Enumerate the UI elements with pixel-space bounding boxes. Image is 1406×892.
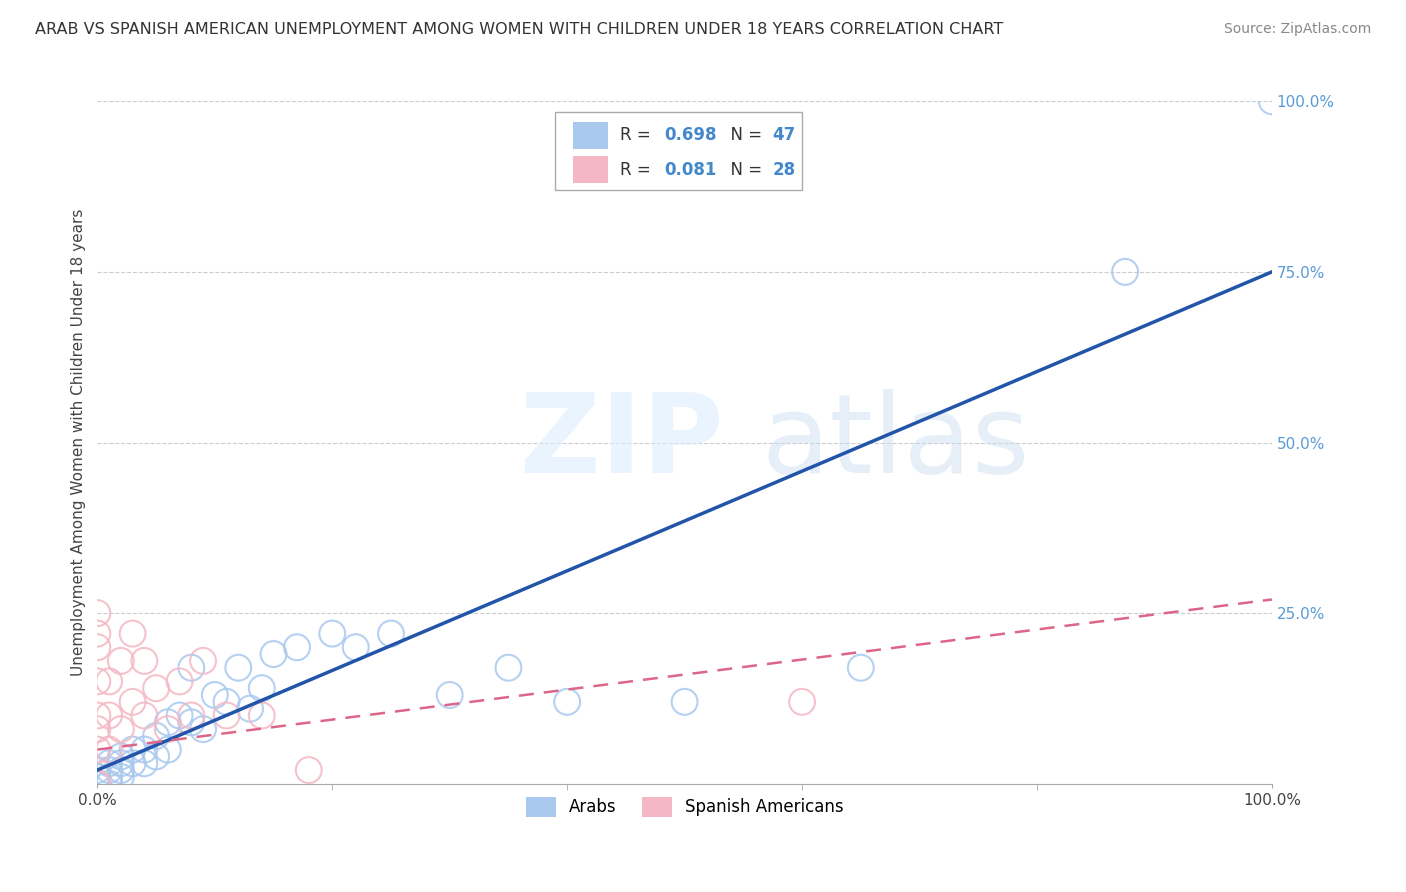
Text: 47: 47: [773, 127, 796, 145]
FancyBboxPatch shape: [574, 156, 609, 183]
Text: ZIP: ZIP: [520, 389, 724, 496]
Y-axis label: Unemployment Among Women with Children Under 18 years: Unemployment Among Women with Children U…: [72, 209, 86, 676]
Legend: Arabs, Spanish Americans: Arabs, Spanish Americans: [519, 790, 851, 823]
Text: 28: 28: [773, 161, 796, 178]
Text: Source: ZipAtlas.com: Source: ZipAtlas.com: [1223, 22, 1371, 37]
Text: 0.081: 0.081: [665, 161, 717, 178]
Text: atlas: atlas: [761, 389, 1029, 496]
Text: ARAB VS SPANISH AMERICAN UNEMPLOYMENT AMONG WOMEN WITH CHILDREN UNDER 18 YEARS C: ARAB VS SPANISH AMERICAN UNEMPLOYMENT AM…: [35, 22, 1004, 37]
Text: R =: R =: [620, 161, 657, 178]
FancyBboxPatch shape: [574, 121, 609, 149]
Text: R =: R =: [620, 127, 657, 145]
Text: N =: N =: [720, 127, 768, 145]
FancyBboxPatch shape: [555, 112, 801, 190]
Text: N =: N =: [720, 161, 768, 178]
Text: 0.698: 0.698: [665, 127, 717, 145]
